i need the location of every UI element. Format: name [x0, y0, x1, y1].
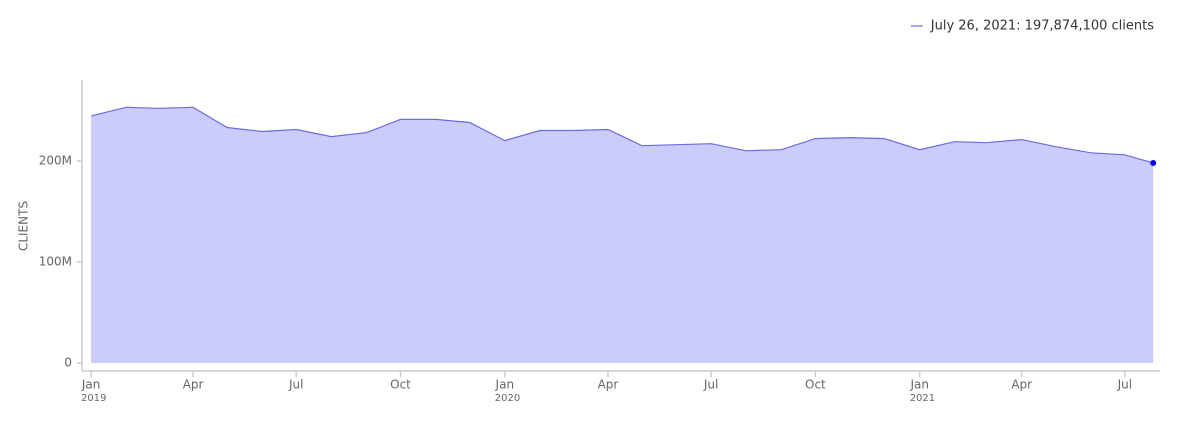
- x-tick-label: Apr: [598, 378, 619, 392]
- x-tick-label: Apr: [183, 378, 204, 392]
- legend-label: July 26, 2021: 197,874,100 clients: [930, 19, 1154, 34]
- x-tick-year: 2020: [495, 393, 520, 404]
- area: [91, 107, 1154, 363]
- x-tick-label: Jul: [288, 378, 303, 392]
- x-tick-label: Apr: [1011, 378, 1032, 392]
- x-tick-label: Jan: [495, 378, 515, 392]
- y-tick-label: 0: [64, 356, 72, 370]
- y-axis-label: CLIENTS: [17, 201, 31, 251]
- last-point: [1150, 160, 1157, 167]
- x-tick-year: 2021: [910, 393, 935, 404]
- line: [90, 106, 1154, 164]
- x-tick-label: Jul: [1117, 378, 1132, 392]
- x-tick-label: Jan: [81, 378, 101, 392]
- y-tick-label: 200M: [39, 153, 72, 167]
- x-tick-year: 2019: [81, 393, 106, 404]
- y-tick-label: 100M: [39, 254, 72, 268]
- x-tick-label: Oct: [805, 378, 826, 392]
- x-tick-label: Jul: [703, 378, 718, 392]
- x-tick-label: Oct: [390, 378, 411, 392]
- x-tick-label: Jan: [909, 378, 929, 392]
